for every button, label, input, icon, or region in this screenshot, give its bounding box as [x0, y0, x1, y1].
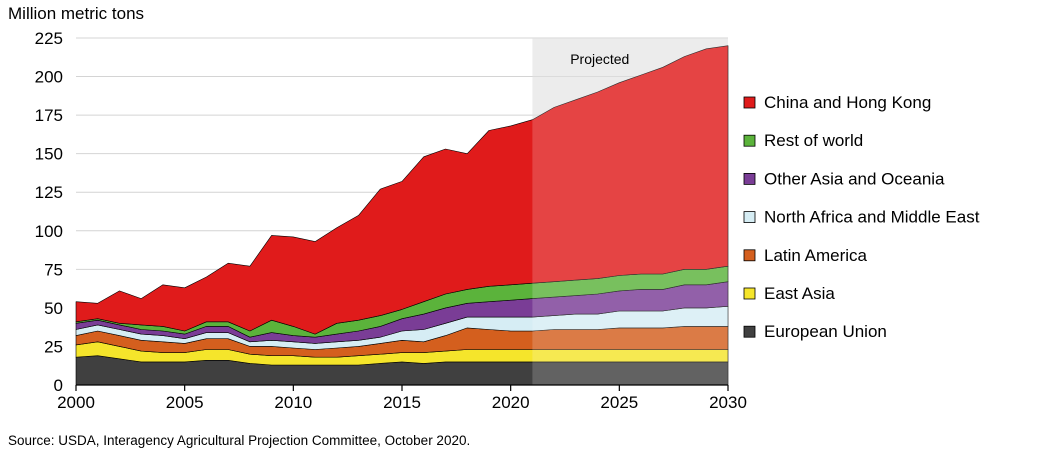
x-tick-label: 2015 — [383, 393, 421, 412]
y-tick-label: 150 — [35, 145, 63, 164]
x-tick-label: 2020 — [492, 393, 530, 412]
y-tick-label: 0 — [54, 376, 63, 395]
y-tick-label: 100 — [35, 222, 63, 241]
legend: China and Hong Kong Rest of world Other As… — [743, 93, 980, 341]
y-tick-label: 125 — [35, 183, 63, 202]
axes: 0 25 50 75 100 125 150 175 200 225 2000 2005 2010 201… — [35, 29, 747, 412]
y-tick-label: 75 — [44, 260, 63, 279]
legend-swatch-china-and-hong-kong — [743, 96, 756, 109]
legend-swatch-east-asia — [743, 287, 756, 300]
legend-swatch-latin-america — [743, 249, 756, 262]
legend-label-european-union: European Union — [764, 322, 887, 341]
x-tick-label: 2030 — [709, 393, 747, 412]
area-china-and-hong-kong — [75, 45, 729, 335]
x-tick-label: 2000 — [57, 393, 95, 412]
y-tick-label: 50 — [44, 299, 63, 318]
legend-swatch-rest-of-world — [743, 134, 756, 147]
y-tick-label: 200 — [35, 68, 63, 87]
y-axis-label: Million metric tons — [8, 4, 145, 23]
projected-overlay — [532, 38, 728, 385]
legend-label-north-africa-and-middle-east: North Africa and Middle East — [764, 208, 980, 227]
y-tick-label: 225 — [35, 29, 63, 48]
legend-label-east-asia: East Asia — [764, 284, 835, 303]
legend-swatch-other-asia-and-oceania — [743, 172, 756, 185]
legend-label-china-and-hong-kong: China and Hong Kong — [764, 93, 931, 112]
legend-label-rest-of-world: Rest of world — [764, 131, 863, 150]
projected-label: Projected — [570, 51, 629, 67]
y-tick-label: 175 — [35, 106, 63, 125]
x-tick-label: 2025 — [600, 393, 638, 412]
legend-label-other-asia-and-oceania: Other Asia and Oceania — [764, 169, 945, 188]
x-tick-label: 2005 — [166, 393, 204, 412]
source-note: Source: USDA, Interagency Agricultural P… — [8, 433, 471, 448]
legend-swatch-european-union — [743, 325, 756, 338]
legend-swatch-north-africa-and-middle-east — [743, 211, 756, 224]
y-tick-label: 25 — [44, 337, 63, 356]
legend-label-latin-america: Latin America — [764, 246, 868, 265]
x-tick-label: 2010 — [274, 393, 312, 412]
areas — [75, 45, 729, 386]
